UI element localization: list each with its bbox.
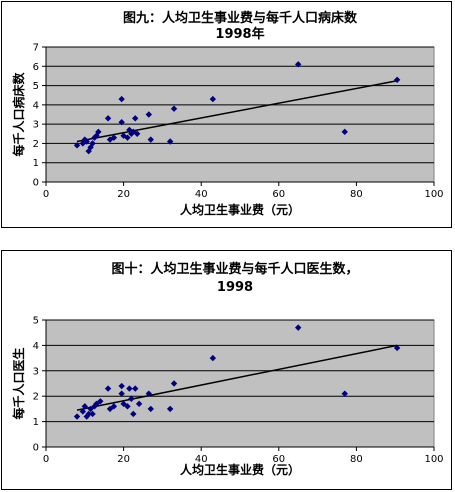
chart-2-data-point xyxy=(295,324,302,331)
chart-1-data-point xyxy=(132,115,139,122)
chart-1-data-point xyxy=(209,95,217,103)
chart-1-plot-area xyxy=(45,46,435,183)
chart-1-data-point xyxy=(95,128,102,136)
chart-1-title: 图九：人均卫生事业费与每千人口病床数 xyxy=(123,10,358,26)
chart-1-y-tick-label: 6 xyxy=(33,62,39,73)
chart-1-y-tick-label: 5 xyxy=(33,81,39,92)
chart-1-x-tick-label: 0 xyxy=(43,189,49,200)
chart-2-data-point xyxy=(209,354,217,362)
chart-2-data-point xyxy=(89,410,96,418)
chart-1-data-point xyxy=(118,119,125,126)
chart-2-data-point xyxy=(93,400,100,408)
chart-1-y-tick-label: 3 xyxy=(33,120,39,131)
chart-1-y-tick-label: 0 xyxy=(33,178,39,189)
chart-2-data-point xyxy=(135,400,143,408)
chart-1-data-point xyxy=(110,134,118,141)
chart-1-data-point xyxy=(166,138,174,145)
chart-2-data-point xyxy=(393,344,401,352)
chart-2-data-point xyxy=(106,405,114,413)
chart-1-data-point xyxy=(341,128,348,136)
chart-2-x-tick-label: 20 xyxy=(117,454,130,465)
chart-1-y-tick-label: 2 xyxy=(33,139,39,150)
chart-1-data-point xyxy=(83,138,90,145)
chart-1-x-tick-label: 20 xyxy=(117,189,130,200)
chart-2-data-point xyxy=(124,403,131,410)
chart-1-data-point xyxy=(170,105,178,112)
chart-2-data-point xyxy=(118,382,125,390)
chart-1-x-tick-label: 40 xyxy=(195,189,208,200)
chart-2-data-point xyxy=(87,405,94,413)
chart-2-y-tick-label: 2 xyxy=(33,392,39,403)
chart-2-y-tick-label: 3 xyxy=(33,366,39,377)
chart-1-x-tick-label: 100 xyxy=(424,189,443,200)
chart-2-x-tick-label: 40 xyxy=(195,454,208,465)
chart-2-y-tick-label: 0 xyxy=(33,443,39,454)
chart-2-x-tick-label: 80 xyxy=(350,454,363,465)
chart-2-data-point xyxy=(166,405,174,413)
chart-2-x-tick-label: 0 xyxy=(43,454,49,465)
chart-2-y-axis-title: 每千人口医生 xyxy=(11,347,26,419)
chart-2: 图十：人均卫生事业费与每千人口医生数， 1998 0 1 2 3 4 5 0 20 40 60 80 10… xyxy=(11,261,444,477)
chart-1-y-tick-label: 1 xyxy=(33,158,39,169)
chart-2-data-point xyxy=(85,410,92,418)
chart-2-x-tick-label: 60 xyxy=(272,454,285,465)
chart-1-data-point xyxy=(85,147,92,155)
chart-2-frame: 图十：人均卫生事业费与每千人口医生数， 1998 0 1 2 3 4 5 0 20 40 60 80 10… xyxy=(1,250,452,490)
chart-2-plot-area xyxy=(45,319,435,448)
chart-2-data-point xyxy=(79,408,87,415)
chart-1-data-point xyxy=(295,61,302,68)
chart-2-y-tick-label: 1 xyxy=(33,417,39,428)
chart-2-subtitle: 1998 xyxy=(217,280,253,295)
chart-1-frame: 图九：人均卫生事业费与每千人口病床数 1998年 0 1 2 3 4 5 6 7 0 20 40 60 80… xyxy=(1,1,452,228)
chart-2-data-point xyxy=(132,385,139,392)
chart-1-subtitle: 1998年 xyxy=(215,26,264,42)
chart-2-data-point xyxy=(128,395,135,402)
chart-2-data-point xyxy=(130,410,137,418)
chart-2-y-tick-label: 5 xyxy=(33,316,39,327)
chart-1-data-point xyxy=(147,136,154,143)
chart-1-data-point xyxy=(118,95,125,103)
chart-2-data-point xyxy=(147,405,154,413)
chart-1-data-point xyxy=(124,134,131,141)
chart-2-data-point xyxy=(170,380,178,387)
chart-1-data-point xyxy=(104,115,112,122)
chart-1-data-point xyxy=(393,76,401,83)
chart-1-y-tick-label: 4 xyxy=(33,100,39,111)
chart-1-data-point xyxy=(145,111,153,118)
chart-1-data-point xyxy=(133,130,141,137)
chart-2-x-axis-title: 人均卫生事业费（元） xyxy=(180,462,300,477)
chart-2-data-point xyxy=(81,403,88,410)
chart-2-data-point xyxy=(126,385,133,392)
chart-2-data-point xyxy=(73,413,81,420)
chart-1-y-axis-title: 每千人口病床数 xyxy=(11,72,26,157)
chart-2-y-tick-label: 4 xyxy=(33,341,39,352)
chart-1-x-tick-label: 80 xyxy=(350,189,363,200)
chart-2-data-point xyxy=(110,403,118,410)
chart-2-title: 图十：人均卫生事业费与每千人口医生数， xyxy=(111,261,358,277)
chart-1-data-point xyxy=(73,142,81,149)
chart-1-data-point xyxy=(91,134,98,141)
chart-1-y-tick-label: 7 xyxy=(33,43,39,54)
chart-2-data-point xyxy=(120,400,127,408)
chart-1-data-point xyxy=(89,140,96,147)
chart-1-x-axis-title: 人均卫生事业费（元） xyxy=(180,202,300,217)
chart-2-data-point xyxy=(104,385,112,392)
chart-1-x-tick-label: 60 xyxy=(272,189,285,200)
chart-1-data-point xyxy=(120,132,127,139)
chart-2-x-tick-label: 100 xyxy=(424,454,443,465)
